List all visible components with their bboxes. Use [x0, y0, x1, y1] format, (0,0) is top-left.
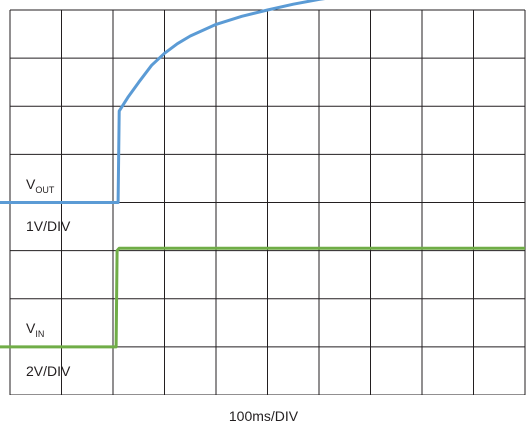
vin-scale-label: 2V/DIV [26, 363, 71, 379]
vout-label: VOUT [26, 176, 55, 195]
time-scale-label: 100ms/DIV [228, 408, 299, 424]
trace-labels: VOUT 1V/DIV VIN 2V/DIV [26, 176, 71, 379]
vin-trace [0, 246, 525, 349]
vout-trace [0, 0, 326, 204]
grid [9, 9, 526, 395]
oscilloscope-plot: VOUT 1V/DIV VIN 2V/DIV [0, 0, 527, 395]
vout-scale-label: 1V/DIV [26, 218, 71, 234]
vin-label: VIN [26, 320, 44, 339]
traces [0, 0, 525, 349]
plot-background [0, 0, 527, 395]
